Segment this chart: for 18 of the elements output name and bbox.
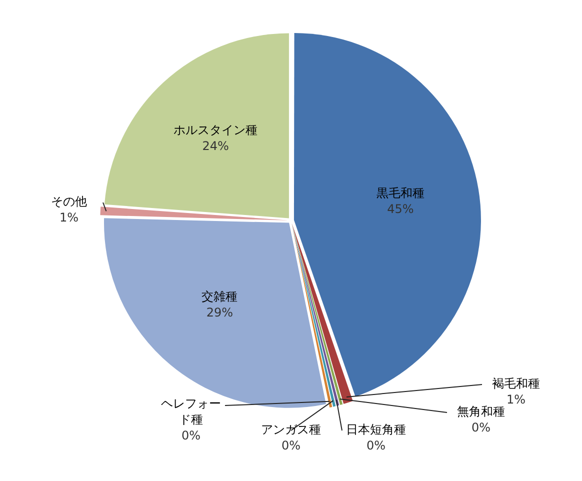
slice-label: 無角和種 [457,404,505,419]
data-label: 1% [59,210,79,225]
slice-label: ヘレフォード種 [161,396,221,427]
data-label: 1% [506,392,526,407]
data-label: 0% [281,438,301,453]
slice-label: ホルスタイン種 [174,123,258,138]
slice-label: アンガス種 [261,422,321,437]
slice-label: 日本短角種 [346,422,406,437]
slice-label: 交雑種 [202,290,238,304]
slice-label: その他 [51,194,87,209]
slice-label: 黒毛和種 [376,186,424,200]
data-label: 0% [181,428,201,443]
data-label: 0% [366,438,386,453]
data-label: 0% [471,420,491,435]
data-label: 29% [206,306,234,320]
slice-label: 褐毛和種 [492,376,540,391]
data-label: 45% [387,202,414,216]
data-label: 24% [202,139,229,154]
